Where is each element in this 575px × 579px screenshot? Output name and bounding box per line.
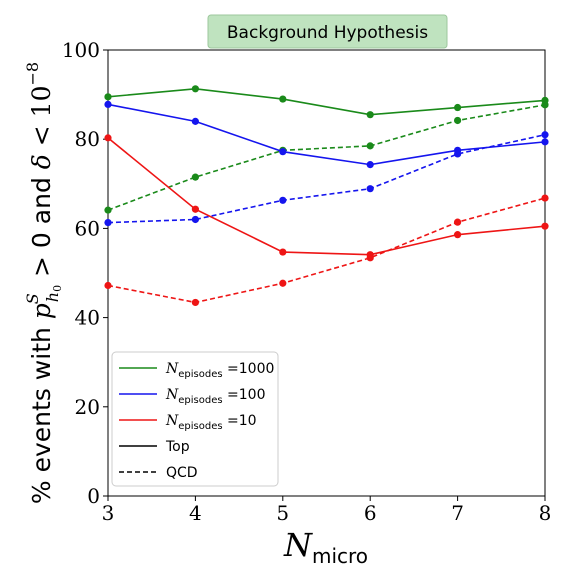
title-box-background [207,14,448,49]
legend-math-symbol: N [165,413,179,429]
x-tick-label: 5 [276,501,289,525]
legend-subscript: episodes [178,369,222,380]
data-point [191,117,199,125]
data-point [279,196,287,204]
x-axis-label-subscript: micro [312,544,368,568]
y-label-text: < 10 [27,86,56,155]
legend-value: =100 [223,387,266,403]
series-line [107,137,546,256]
x-tick-label: 8 [539,501,552,525]
x-tick-label: 4 [189,501,202,525]
data-point [366,254,374,262]
data-point [104,134,112,142]
series-100-qcd [104,131,549,227]
y-axis-label: % events with pSh0 > 0 and δ < 10−8 [23,62,64,504]
data-point [104,93,112,101]
data-point [454,150,462,158]
data-point [366,161,374,169]
data-point [366,111,374,119]
x-tick-label: 6 [364,501,377,525]
data-point [541,101,549,109]
data-point [279,95,287,103]
chart-title: Background Hypothesis [227,23,428,43]
y-label-p: p [27,303,56,319]
data-point [104,100,112,109]
x-axis-label-base: N [283,526,313,564]
data-point [541,194,549,202]
axis-labels: Nmicro% events with pSh0 > 0 and δ < 10−… [23,62,368,568]
data-point [279,279,287,287]
data-point [541,138,549,146]
legend-entry-label: Nepisodes =100 [165,387,265,406]
legend-entry-label: Nepisodes =10 [165,413,257,432]
x-tick-label: 3 [102,501,115,525]
data-point [191,173,199,181]
x-tick-label: 7 [451,501,464,525]
y-label-text: % events with [27,319,56,504]
data-point [454,116,462,125]
y-tick-label: 60 [75,216,100,240]
legend-entry-label: Nepisodes =1000 [165,361,274,380]
data-point [191,298,199,307]
data-point [191,85,199,93]
y-label-text: > 0 and [27,169,56,285]
x-axis-label: Nmicro [283,526,368,568]
series-line [107,104,546,211]
y-label-exponent: −8 [23,62,42,86]
data-point [191,205,199,213]
y-label-subsubscript: 0 [51,285,64,292]
legend-subscript: episodes [178,421,222,432]
data-point [366,185,374,193]
data-point [191,215,199,224]
chart-title-box: Background Hypothesis [207,14,448,49]
series-line [107,103,546,166]
data-point [104,281,112,290]
legend-value: =10 [223,413,257,429]
data-point [454,218,462,226]
legend-entry-label: QCD [166,465,198,481]
y-tick-label: 40 [75,306,100,330]
data-point [454,231,462,239]
series-layer [104,85,549,307]
legend-math-symbol: N [165,387,179,403]
data-point [279,148,287,156]
data-point [541,131,549,139]
legend-box [111,351,279,487]
plot-frame [107,49,546,497]
y-label-subscript: h [43,292,62,302]
y-tick-label: 0 [87,484,100,508]
series-100-top [104,100,549,169]
legend-subscript: episodes [178,395,222,406]
series-line [107,133,546,224]
series-1000-qcd [104,101,549,214]
series-line [107,87,546,116]
y-tick-label: 80 [75,127,100,151]
data-point [366,142,374,150]
legend-entry-label: Top [165,439,190,455]
data-point [541,222,549,230]
y-label-superscript: S [23,293,42,304]
legend-math-symbol: N [165,361,179,377]
data-point [279,248,287,256]
y-tick-label: 20 [75,395,100,419]
y-label-delta: δ [27,154,56,169]
series-line [107,197,546,304]
y-tick-label: 100 [62,38,100,62]
series-10-top [104,134,549,259]
series-1000-top [104,85,549,119]
data-point [454,103,462,112]
series-10-qcd [104,194,549,307]
data-point [104,206,112,214]
data-point [104,219,112,227]
legend-value: =1000 [223,361,275,377]
